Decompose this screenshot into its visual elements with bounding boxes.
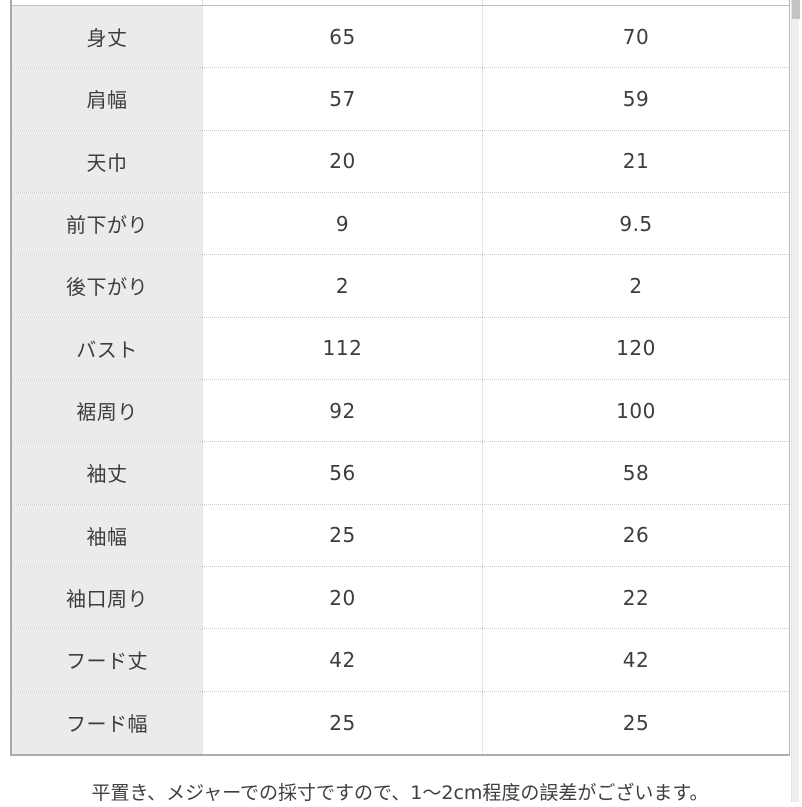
- row-label: フード丈: [12, 629, 202, 691]
- row-value-size1: 25: [202, 504, 482, 566]
- row-value-size1: 25: [202, 691, 482, 754]
- table-row: 肩幅 57 59: [12, 68, 789, 131]
- row-label: 袖丈: [12, 442, 202, 504]
- table-row: 裾周り 92 100: [12, 379, 789, 443]
- size-table-body: 身丈 65 70 肩幅 57 59 天巾 20 21 前下がり 9 9.5 後下…: [12, 6, 789, 754]
- row-value-size1: 112: [202, 317, 482, 379]
- row-value-size2: 25: [482, 691, 789, 754]
- row-value-size2: 70: [482, 6, 789, 68]
- row-value-size2: 42: [482, 629, 789, 691]
- row-value-size1: 42: [202, 629, 482, 691]
- row-label: 前下がり: [12, 192, 202, 255]
- table-row: フード丈 42 42: [12, 629, 789, 692]
- header-cell-size2: [482, 0, 789, 5]
- table-row: フード幅 25 25: [12, 691, 789, 754]
- row-value-size2: 59: [482, 68, 789, 130]
- row-value-size2: 22: [482, 566, 789, 629]
- row-value-size2: 21: [482, 130, 789, 192]
- table-row: 後下がり 2 2: [12, 255, 789, 318]
- row-label: 天巾: [12, 130, 202, 192]
- table-row: 袖口周り 20 22: [12, 566, 789, 630]
- table-row: 前下がり 9 9.5: [12, 192, 789, 256]
- row-label: 袖口周り: [12, 566, 202, 629]
- size-table-header-clipped: [12, 0, 789, 6]
- row-value-size2: 9.5: [482, 192, 789, 255]
- row-value-size2: 2: [482, 255, 789, 317]
- row-label: 肩幅: [12, 68, 202, 130]
- table-row: バスト 112 120: [12, 317, 789, 380]
- scrollbar-track[interactable]: [791, 0, 800, 802]
- size-table: 身丈 65 70 肩幅 57 59 天巾 20 21 前下がり 9 9.5 後下…: [10, 0, 790, 756]
- row-value-size2: 26: [482, 504, 789, 566]
- scrollbar-thumb[interactable]: [792, 0, 800, 19]
- row-value-size2: 120: [482, 317, 789, 379]
- table-row: 天巾 20 21: [12, 130, 789, 193]
- table-row: 身丈 65 70: [12, 6, 789, 69]
- row-value-size1: 9: [202, 192, 482, 255]
- row-value-size2: 58: [482, 442, 789, 504]
- row-value-size1: 65: [202, 6, 482, 68]
- row-label: 裾周り: [12, 379, 202, 442]
- table-row: 袖丈 56 58: [12, 442, 789, 505]
- row-value-size1: 57: [202, 68, 482, 130]
- row-value-size1: 20: [202, 566, 482, 629]
- row-value-size2: 100: [482, 379, 789, 442]
- row-label: 後下がり: [12, 255, 202, 317]
- row-label: 身丈: [12, 6, 202, 68]
- row-value-size1: 92: [202, 379, 482, 442]
- row-value-size1: 2: [202, 255, 482, 317]
- row-value-size1: 20: [202, 130, 482, 192]
- measurement-note: 平置き、メジャーでの採寸ですので、1～2cm程度の誤差がございます。: [91, 782, 709, 804]
- header-cell-label: [12, 0, 202, 5]
- table-row: 袖幅 25 26: [12, 504, 789, 567]
- row-label: バスト: [12, 317, 202, 379]
- row-label: フード幅: [12, 691, 202, 754]
- header-cell-size1: [202, 0, 482, 5]
- row-label: 袖幅: [12, 504, 202, 566]
- row-value-size1: 56: [202, 442, 482, 504]
